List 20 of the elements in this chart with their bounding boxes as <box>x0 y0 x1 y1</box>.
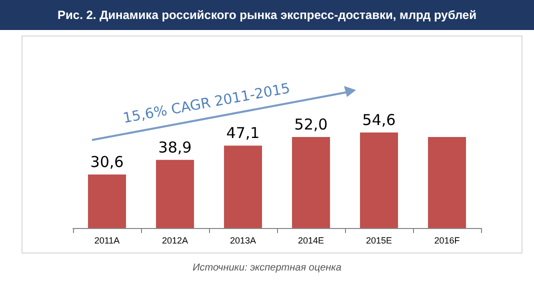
x-tick-label: 2016F <box>434 236 460 246</box>
chart-title: Рис. 2. Динамика российского рынка экспресс-доставки, млрд рублей <box>58 8 476 22</box>
bar <box>292 137 330 228</box>
text: Источники: экспертная оценка <box>192 262 342 274</box>
x-tick-label: 2015E <box>366 236 392 246</box>
data-label: 54,6 <box>362 110 396 129</box>
bar <box>428 137 466 228</box>
x-tick-label: 2012A <box>162 236 188 246</box>
data-label: 47,1 <box>226 124 260 142</box>
bar <box>360 132 398 228</box>
bar <box>156 160 194 228</box>
data-label: 38,9 <box>158 138 192 156</box>
x-tick-label: 2011A <box>94 236 120 246</box>
x-tick-label: 2013A <box>230 236 256 246</box>
data-label: 30,6 <box>90 152 124 171</box>
data-label: 52,0 <box>294 116 328 134</box>
bar <box>224 146 262 228</box>
bar <box>88 174 126 228</box>
x-tick-label: 2014E <box>298 236 324 246</box>
text: 15,6% CAGR 2011-2015 <box>122 80 292 127</box>
